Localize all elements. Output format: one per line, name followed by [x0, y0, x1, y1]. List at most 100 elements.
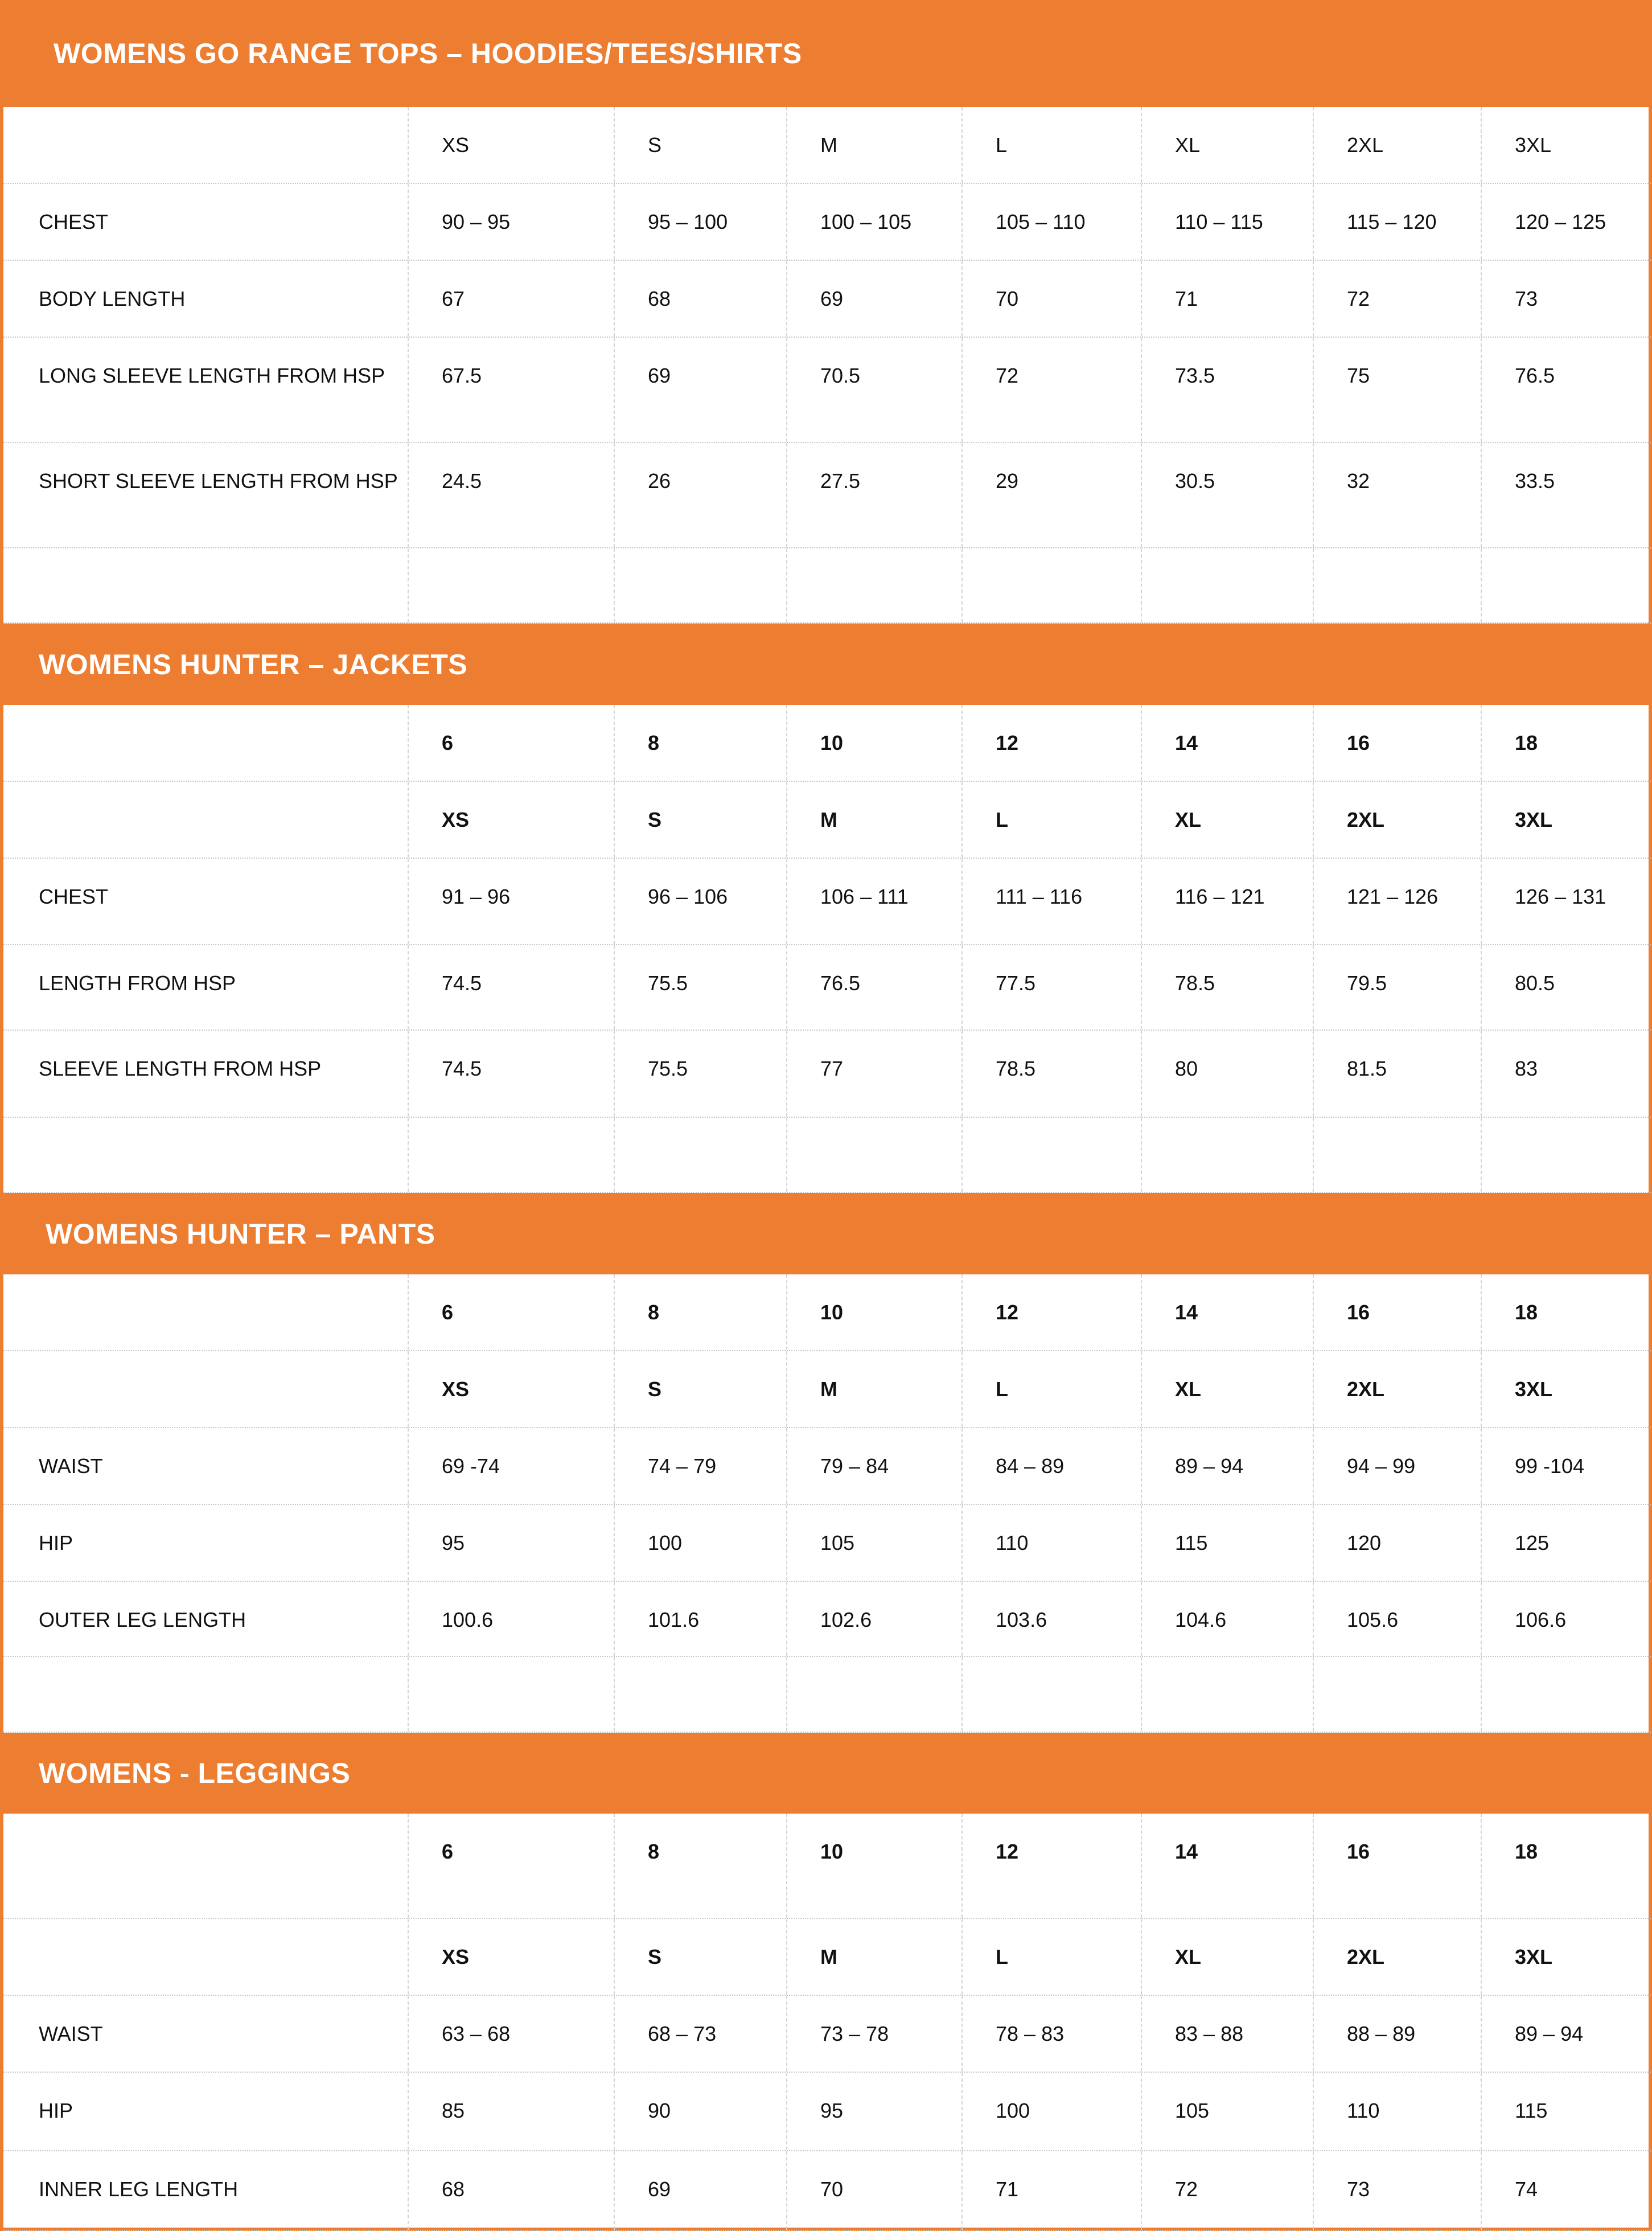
table-cell: 16 [1313, 705, 1481, 781]
table-cell: 121 – 126 [1313, 859, 1481, 944]
table-cell: L [961, 782, 1141, 858]
table-cell: XS [408, 1919, 614, 1995]
table-cell: 63 – 68 [408, 1996, 614, 2072]
table-row: HIP 95 100 105 110 115 120 125 [3, 1505, 1652, 1582]
table-row: OUTER LEG LENGTH 100.6 101.6 102.6 103.6 104.… [3, 1582, 1652, 1657]
table-cell: 72 [1141, 2151, 1313, 2230]
table-cell: 73.5 [1141, 338, 1313, 442]
table-cell [1313, 1657, 1481, 1732]
table-cell: 78 – 83 [961, 1996, 1141, 2072]
section-header: WOMENS GO RANGE TOPS – HOODIES/TEES/SHIR… [3, 0, 1652, 107]
table-cell: 18 [1481, 1274, 1652, 1350]
table-cell: 73 [1313, 2151, 1481, 2230]
table-row: XS S M L XL 2XL 3XL [3, 1919, 1652, 1996]
row-label [3, 782, 408, 858]
table-cell: 101.6 [614, 1582, 786, 1656]
table-cell: 80.5 [1481, 945, 1652, 1030]
row-label: OUTER LEG LENGTH [39, 1608, 246, 1631]
section-header: WOMENS HUNTER – PANTS [3, 1193, 1652, 1274]
table-cell: 30.5 [1141, 443, 1313, 547]
table-cell: XL [1141, 1919, 1313, 1995]
table-cell: 106.6 [1481, 1582, 1652, 1656]
row-label [3, 1274, 408, 1350]
table-row: WAIST 69 -74 74 – 79 79 – 84 84 – 89 89 – 94 9… [3, 1428, 1652, 1505]
table-cell: 32 [1313, 443, 1481, 547]
table-cell: 6 [408, 1814, 614, 1918]
row-label: SLEEVE LENGTH FROM HSP [39, 1057, 322, 1080]
table-cell: 100 – 105 [786, 184, 961, 260]
row-label: WAIST [39, 1454, 103, 1478]
table-cell: 88 – 89 [1313, 1996, 1481, 2072]
table-cell: 89 – 94 [1481, 1996, 1652, 2072]
table-cell: 12 [961, 1814, 1141, 1918]
table-cell: 100 [614, 1505, 786, 1581]
table-cell: 68 [408, 2151, 614, 2230]
table-cell: 90 – 95 [408, 184, 614, 260]
table-row: HIP 85 90 95 100 105 110 115 [3, 2073, 1652, 2151]
table-row: XS S M L XL 2XL 3XL [3, 107, 1652, 184]
table-cell: 95 – 100 [614, 184, 786, 260]
table-cell: 2XL [1313, 1351, 1481, 1427]
table-cell: 69 [614, 338, 786, 442]
table-cell: 33.5 [1481, 443, 1652, 547]
table-cell: 106 – 111 [786, 859, 961, 944]
table-cell: 68 – 73 [614, 1996, 786, 2072]
table-cell [408, 548, 614, 622]
table-cell [961, 548, 1141, 622]
table-cell: 120 [1313, 1505, 1481, 1581]
table-row: INNER LEG LENGTH 68 69 70 71 72 73 74 [3, 2151, 1652, 2231]
table-cell: 99 -104 [1481, 1428, 1652, 1504]
table-cell: 72 [1313, 261, 1481, 337]
row-label: CHEST [39, 885, 109, 908]
table-cell: 74 – 79 [614, 1428, 786, 1504]
table-cell: 8 [614, 1274, 786, 1350]
table-cell: 125 [1481, 1505, 1652, 1581]
row-label: HIP [39, 1531, 73, 1555]
table-cell [1481, 1657, 1652, 1732]
table-cell: S [614, 1351, 786, 1427]
table-cell: XL [1141, 1351, 1313, 1427]
row-label [3, 705, 408, 781]
table-cell: 68 [614, 261, 786, 337]
table-cell [961, 1657, 1141, 1732]
table-row: CHEST 91 – 96 96 – 106 106 – 111 111 – 116 11… [3, 859, 1652, 945]
table-cell: 71 [1141, 261, 1313, 337]
table-cell [786, 548, 961, 622]
table-cell [614, 1657, 786, 1732]
table-cell: 110 – 115 [1141, 184, 1313, 260]
table-cell: 110 [1313, 2073, 1481, 2150]
row-label [3, 1919, 408, 1995]
table-cell: 105 [1141, 2073, 1313, 2150]
row-label [3, 1657, 408, 1732]
table-row: XS S M L XL 2XL 3XL [3, 1351, 1652, 1428]
table-cell: 110 [961, 1505, 1141, 1581]
row-label: WAIST [39, 2022, 103, 2045]
table-cell: 6 [408, 1274, 614, 1350]
table-cell: 70 [786, 2151, 961, 2230]
table-cell: 84 – 89 [961, 1428, 1141, 1504]
table-cell: 29 [961, 443, 1141, 547]
table-cell [614, 1118, 786, 1192]
section-header: WOMENS - LEGGINGS [3, 1733, 1652, 1814]
table-cell: 12 [961, 705, 1141, 781]
table-row [3, 548, 1652, 624]
table-cell: 18 [1481, 1814, 1652, 1918]
table-cell: 2XL [1313, 1919, 1481, 1995]
table-cell: 10 [786, 1814, 961, 1918]
table-cell [1313, 548, 1481, 622]
table-cell: M [786, 107, 961, 183]
table-cell: 85 [408, 2073, 614, 2150]
table-cell: 16 [1313, 1814, 1481, 1918]
table-cell: 3XL [1481, 1351, 1652, 1427]
table-cell: 77 [786, 1031, 961, 1117]
table-cell: XS [408, 782, 614, 858]
table-cell: XS [408, 1351, 614, 1427]
table-row: CHEST 90 – 95 95 – 100 100 – 105 105 – 110 11… [3, 184, 1652, 261]
table-cell: 69 -74 [408, 1428, 614, 1504]
row-label: CHEST [39, 210, 109, 233]
row-label: LONG SLEEVE LENGTH FROM HSP [39, 364, 385, 387]
row-label: LENGTH FROM HSP [39, 971, 236, 995]
row-label [3, 107, 408, 183]
table-cell: 26 [614, 443, 786, 547]
table-cell: 6 [408, 705, 614, 781]
